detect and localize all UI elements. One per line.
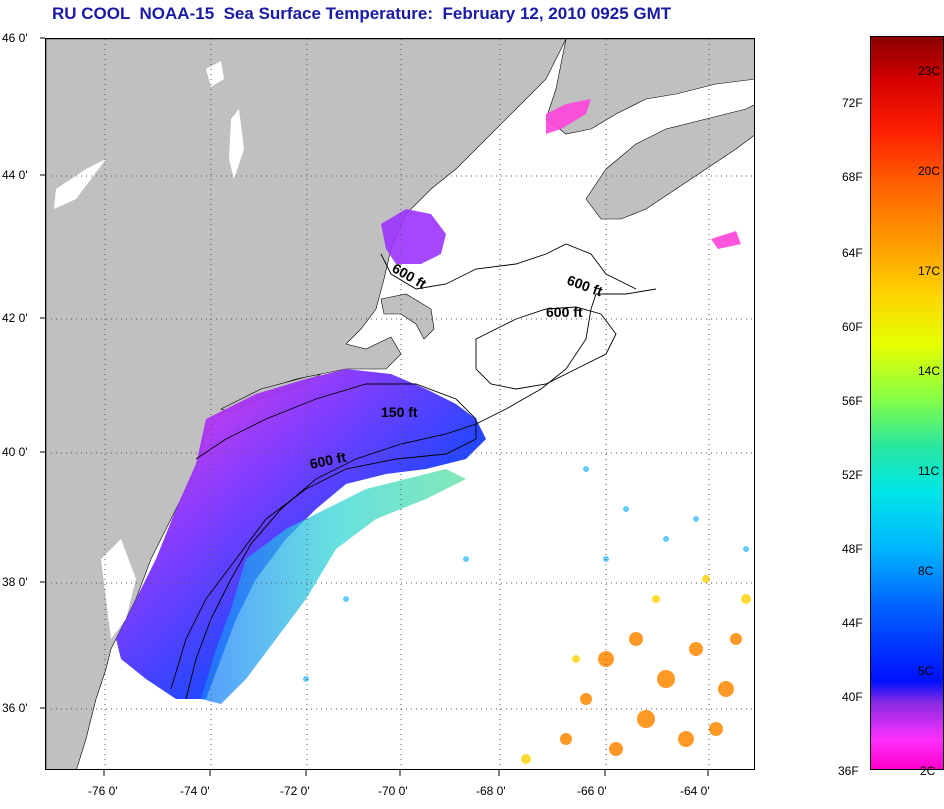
contour-150ft	[170, 383, 477, 690]
longitude-label: -72 0'	[280, 784, 310, 798]
longitude-label: -66 0'	[577, 784, 607, 798]
longitude-label: -76 0'	[88, 784, 118, 798]
lake	[206, 61, 224, 87]
longitude-label: -74 0'	[180, 784, 210, 798]
colorbar-f-label: 36F	[838, 764, 859, 778]
colorbar-c-label: 8C	[918, 564, 934, 578]
colorbar-f-label: 60F	[842, 320, 863, 334]
lake	[54, 159, 106, 209]
colorbar-c-label: 14C	[918, 364, 941, 378]
lake	[229, 109, 244, 179]
colorbar-c-label: 11C	[918, 464, 940, 478]
colorbar-f-label: 52F	[842, 468, 863, 482]
colorbar-f-label: 40F	[842, 690, 863, 704]
contour-600ft	[185, 288, 657, 700]
colorbar-f-label: 56F	[842, 394, 863, 408]
contour-label: 150 ft	[381, 404, 418, 420]
us-mainland	[46, 39, 567, 769]
colorbar-gradient	[870, 36, 944, 770]
latitude-label: 44 0'	[2, 168, 28, 182]
colorbar-c-label: 2C	[920, 764, 936, 778]
map-canvas: 600 ft 600 ft 600 ft 150 ft 600 ft	[46, 39, 754, 769]
longitude-label: -70 0'	[378, 784, 408, 798]
nova-scotia	[585, 104, 754, 220]
sst-map: 600 ft 600 ft 600 ft 150 ft 600 ft	[45, 38, 755, 770]
colorbar-c-label: 17C	[918, 264, 941, 278]
latitude-label: 46 0'	[2, 31, 28, 45]
colorbar-f-label: 64F	[842, 246, 863, 260]
colorbar-c-label: 20C	[918, 164, 941, 178]
sst-east-patch	[711, 231, 741, 249]
sst-shelf-region	[116, 369, 486, 699]
longitude-label: -68 0'	[476, 784, 506, 798]
colorbar-c-label: 5C	[918, 664, 934, 678]
longitude-label: -64 0'	[680, 784, 710, 798]
sst-cool-speckles	[303, 466, 749, 682]
contour-label: 600 ft	[546, 304, 583, 320]
sst-warm-speckles	[560, 632, 742, 756]
grid-lines	[46, 39, 754, 769]
colorbar-c-label: 23C	[918, 64, 941, 78]
colorbar-f-label: 48F	[842, 542, 863, 556]
chesapeake-bay	[101, 539, 136, 639]
latitude-label: 40 0'	[2, 445, 28, 459]
temperature-colorbar	[870, 36, 944, 776]
contour-label: 600 ft	[308, 449, 347, 472]
latitude-label: 38 0'	[2, 575, 28, 589]
sst-data	[116, 99, 751, 764]
colorbar-f-label: 68F	[842, 170, 863, 184]
map-title: RU COOL NOAA-15 Sea Surface Temperature:…	[52, 4, 672, 23]
colorbar-f-label: 72F	[842, 96, 863, 110]
contour-600ft-gulf	[380, 243, 637, 290]
sst-south-region	[201, 469, 466, 704]
colorbar-f-label: 44F	[842, 616, 863, 630]
sst-bay-of-fundy	[546, 99, 591, 134]
sst-gulf-of-maine	[381, 209, 446, 264]
latitude-label: 36 0'	[2, 701, 28, 715]
latitude-label: 42 0'	[2, 311, 28, 325]
cape-cod	[380, 293, 435, 340]
sst-yellow-speckles	[521, 575, 751, 764]
